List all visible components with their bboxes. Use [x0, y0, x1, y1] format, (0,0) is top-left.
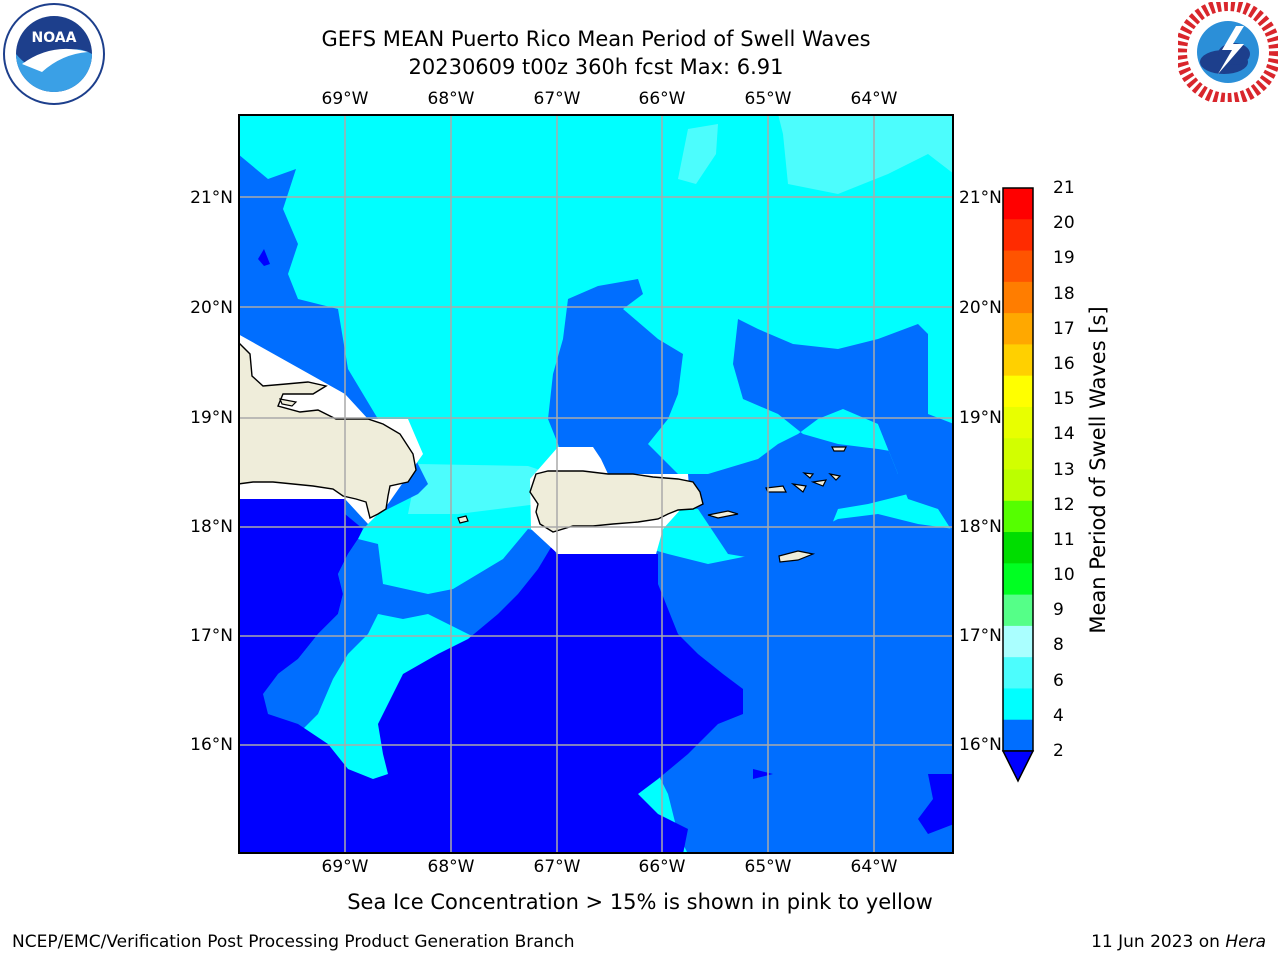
colorbar-cell	[1003, 188, 1033, 220]
lat-label-right: 20°N	[959, 298, 1002, 318]
chart-subtitle: 20230609 t00z 360h fcst Max: 6.91	[408, 55, 784, 79]
lat-label-left: 18°N	[190, 517, 233, 537]
contour-2-4-east	[878, 414, 954, 534]
colorbar-cell	[1003, 219, 1033, 252]
mona-island	[457, 515, 469, 524]
colorbar-cell	[1003, 250, 1033, 283]
colorbar-tick-label: 2	[1053, 741, 1064, 761]
lat-label-right: 17°N	[959, 626, 1002, 646]
colorbar-tick-label: 8	[1053, 635, 1064, 656]
colorbar-cell	[1003, 688, 1033, 721]
colorbar-cell	[1003, 469, 1033, 502]
colorbar-cell	[1003, 719, 1033, 752]
nws-logo-icon	[1178, 2, 1278, 102]
lat-label-left: 17°N	[190, 626, 233, 646]
colorbar-tick-label: 6	[1053, 670, 1064, 691]
colorbar-cell	[1003, 563, 1033, 596]
footer-branch: NCEP/EMC/Verification Post Processing Pr…	[12, 932, 575, 952]
lat-label-right: 21°N	[959, 188, 1002, 208]
colorbar-tick-label: 16	[1053, 353, 1075, 374]
hispaniola-land	[238, 341, 417, 520]
noaa-logo-icon: NOAA	[3, 3, 105, 105]
lat-label-right: 16°N	[959, 735, 1002, 755]
colorbar-tick-label: 10	[1053, 565, 1075, 586]
colorbar-tick-label: 18	[1053, 283, 1075, 304]
virgin-islands	[765, 472, 842, 493]
map-frame	[238, 114, 954, 854]
contour-below-2	[238, 499, 743, 854]
lon-label-top: 64°W	[850, 89, 898, 109]
colorbar-tick-label: 9	[1053, 600, 1064, 621]
lon-label-bottom: 69°W	[321, 857, 369, 877]
colorbar-cell	[1003, 438, 1033, 470]
colorbar-tick-label: 21	[1053, 178, 1075, 198]
lon-label-bottom: 65°W	[744, 857, 792, 877]
colorbar	[1001, 187, 1035, 783]
colorbar-tick-label: 15	[1053, 389, 1075, 410]
lat-label-left: 16°N	[190, 735, 233, 755]
colorbar-cell	[1003, 313, 1033, 345]
lat-label-left: 21°N	[190, 188, 233, 208]
lat-label-right: 19°N	[959, 408, 1002, 428]
contour-below-2-se	[918, 774, 954, 834]
colorbar-cell	[1003, 594, 1033, 627]
puerto-rico-land	[529, 470, 704, 533]
contour-below-2-spot	[753, 769, 773, 779]
sea-ice-note: Sea Ice Concentration > 15% is shown in …	[347, 890, 933, 914]
chart-title: GEFS MEAN Puerto Rico Mean Period of Swe…	[321, 27, 871, 51]
contour-2-4-sw	[238, 539, 383, 774]
colorbar-tick-label: 20	[1053, 213, 1075, 234]
lon-label-top: 66°W	[638, 89, 686, 109]
colorbar-cell	[1003, 375, 1033, 408]
colorbar-label: Mean Period of Swell Waves [s]	[1086, 306, 1110, 634]
colorbar-cell	[1003, 344, 1033, 377]
contour-below-2-nw	[258, 249, 270, 266]
lat-label-left: 19°N	[190, 408, 233, 428]
anegada	[831, 446, 847, 452]
colorbar-cell	[1003, 406, 1033, 439]
colorbar-tick-label: 17	[1053, 318, 1075, 339]
lat-label-right: 18°N	[959, 517, 1002, 537]
noaa-logo-text: NOAA	[32, 30, 77, 46]
lon-label-top: 65°W	[744, 89, 792, 109]
nw-islet	[279, 398, 298, 407]
colorbar-cell	[1003, 281, 1033, 314]
colorbar-cell	[1003, 625, 1033, 658]
footer-date-text: 11 Jun 2023 on	[1091, 932, 1226, 952]
swell-period-map	[238, 114, 954, 854]
footer-date: 11 Jun 2023 on Hera	[1091, 932, 1266, 952]
lat-label-left: 20°N	[190, 298, 233, 318]
lon-label-top: 69°W	[321, 89, 369, 109]
lon-label-bottom: 64°W	[850, 857, 898, 877]
contour-6-8-a	[678, 124, 718, 184]
colorbar-tick-label: 19	[1053, 248, 1075, 269]
lon-label-bottom: 67°W	[533, 857, 581, 877]
colorbar-tick-label: 13	[1053, 459, 1075, 480]
contour-6-8-b	[408, 464, 558, 514]
colorbar-cell	[1003, 500, 1033, 533]
lon-label-top: 67°W	[533, 89, 581, 109]
colorbar-tick-label: 11	[1053, 529, 1075, 550]
lon-label-top: 68°W	[427, 89, 475, 109]
colorbar-tick-label: 12	[1053, 494, 1075, 515]
footer-host: Hera	[1225, 932, 1266, 952]
colorbar-extend-triangle	[1001, 750, 1035, 783]
lon-label-bottom: 66°W	[638, 857, 686, 877]
colorbar-tick-label: 4	[1053, 705, 1064, 726]
contour-6-8	[778, 114, 954, 194]
lon-label-bottom: 68°W	[427, 857, 475, 877]
colorbar-cell	[1003, 657, 1033, 689]
colorbar-tick-label: 14	[1053, 424, 1075, 445]
st-croix	[778, 550, 816, 563]
vieques-island	[707, 510, 739, 519]
graticule	[238, 114, 954, 854]
colorbar-cell	[1003, 532, 1033, 564]
